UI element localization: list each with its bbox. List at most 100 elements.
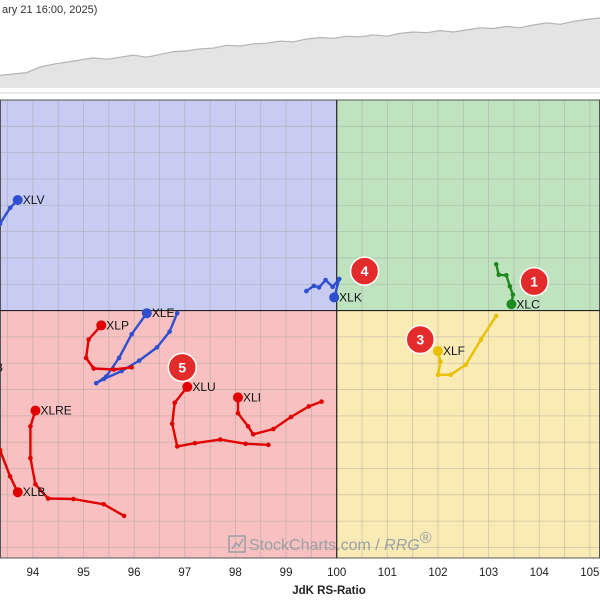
quadrant-weakening — [336, 310, 600, 558]
trail-point — [250, 431, 256, 437]
trail-point — [104, 374, 109, 379]
trail-head-marker[interactable] — [432, 346, 443, 357]
trail-point — [510, 292, 516, 298]
benchmark-area-line — [0, 17, 600, 76]
trail-xlk[interactable]: XLK — [304, 276, 362, 305]
x-tick-label: 100 — [327, 567, 346, 579]
x-tick-label: 98 — [229, 567, 242, 579]
x-tick-label: 105 — [580, 567, 599, 579]
quadrant-leading — [336, 100, 600, 311]
trail-point — [167, 329, 172, 334]
x-tick-label: 95 — [77, 567, 90, 579]
trail-point — [243, 441, 248, 447]
watermark-separator: / — [371, 537, 384, 554]
trail-head-marker[interactable] — [141, 308, 152, 319]
trail-point — [33, 481, 38, 487]
trail-point — [0, 447, 3, 453]
trail-point — [463, 362, 469, 368]
trail-head-marker[interactable] — [12, 195, 23, 206]
trail-point — [271, 426, 276, 432]
trail-point — [116, 355, 122, 361]
trail-point — [101, 502, 107, 507]
sector-label: XLV — [23, 193, 45, 207]
trail-xle[interactable]: XLE — [93, 306, 180, 386]
sector-label-partial: B — [0, 360, 3, 374]
quadrants — [0, 100, 600, 558]
svg-text:StockCharts.com / RRG®: StockCharts.com / RRG® — [249, 530, 432, 554]
trail-head-marker[interactable] — [182, 381, 193, 392]
trail-point — [121, 513, 127, 519]
trail-point — [192, 440, 198, 446]
trail-xlf[interactable]: XLF — [432, 313, 499, 378]
trail-point — [304, 288, 309, 294]
trail-head-marker[interactable] — [232, 392, 243, 403]
trail-point — [7, 474, 13, 479]
sector-label: XLP — [106, 318, 129, 332]
sector-label: XLE — [152, 306, 175, 320]
trail-xlp[interactable]: XLP — [83, 318, 134, 372]
trail-point — [336, 276, 342, 282]
sector-label: XLI — [243, 390, 261, 404]
trail-point — [438, 359, 443, 364]
trail-xlb[interactable]: XLB — [0, 447, 45, 499]
sector-label: XLU — [192, 380, 215, 394]
trail-head-marker[interactable] — [12, 487, 23, 498]
header-date-caption: ary 21 16:00, 2025) — [2, 4, 98, 16]
trail-point — [316, 285, 322, 290]
trail-xli[interactable]: XLI — [232, 390, 324, 437]
trail-line — [171, 385, 270, 448]
watermark-brand: StockCharts.com — [249, 537, 371, 554]
trail-xlv[interactable]: XLV — [0, 193, 45, 227]
trail-point — [235, 410, 241, 416]
trail-xlre[interactable]: XLRE — [28, 404, 127, 519]
stockcharts-watermark: StockCharts.com / RRG® — [228, 530, 432, 554]
stockcharts-logo-icon — [228, 535, 246, 553]
sector-label: XLRE — [40, 404, 71, 418]
sector-label: XLC — [516, 297, 540, 311]
trail-point — [83, 355, 89, 361]
trail-point — [311, 283, 317, 289]
benchmark-area-fill — [0, 18, 600, 88]
quadrant-improving — [0, 100, 337, 311]
trail-point — [7, 205, 13, 211]
trail-point — [174, 310, 180, 316]
x-tick-label: 94 — [27, 567, 40, 579]
trail-point — [71, 496, 76, 502]
x-tick-label: 102 — [428, 567, 447, 579]
trail-head-marker[interactable] — [506, 299, 517, 310]
badge-number: 4 — [361, 263, 369, 279]
badge-3: 3 — [405, 324, 436, 355]
trail-head-marker[interactable] — [329, 292, 340, 303]
trail-xlc[interactable]: XLC — [493, 261, 540, 311]
gridlines — [0, 99, 600, 559]
badge-circle — [519, 266, 549, 297]
badge-number: 3 — [416, 332, 424, 348]
trail-point — [86, 337, 91, 342]
center-axes — [0, 100, 600, 558]
trail-point — [496, 272, 502, 278]
watermark-registered-mark: ® — [420, 530, 432, 547]
trail-head-marker[interactable] — [30, 405, 41, 416]
trail-point — [169, 421, 175, 427]
trail-point — [493, 261, 499, 267]
trail-point — [119, 368, 124, 374]
trail-point — [507, 284, 513, 289]
badge-circle — [405, 324, 436, 355]
numbered-badges: 1 3 4 5 — [167, 256, 549, 383]
x-tick-label: 101 — [378, 567, 397, 579]
trail-point — [330, 284, 335, 290]
trail-point — [174, 444, 180, 449]
quadrant-lagging — [0, 310, 337, 558]
trail-point — [136, 358, 142, 363]
watermark-product: RRG — [384, 537, 420, 554]
trail-head-marker[interactable] — [96, 320, 107, 331]
badge-4: 4 — [349, 256, 380, 286]
trail-point — [435, 372, 441, 378]
trail-line — [236, 396, 323, 436]
trail-xlu[interactable]: XLU — [169, 380, 271, 449]
x-tick-label: 104 — [530, 567, 550, 579]
trail-point — [319, 399, 324, 404]
badge-circle — [349, 256, 380, 286]
trail-point — [306, 404, 312, 409]
